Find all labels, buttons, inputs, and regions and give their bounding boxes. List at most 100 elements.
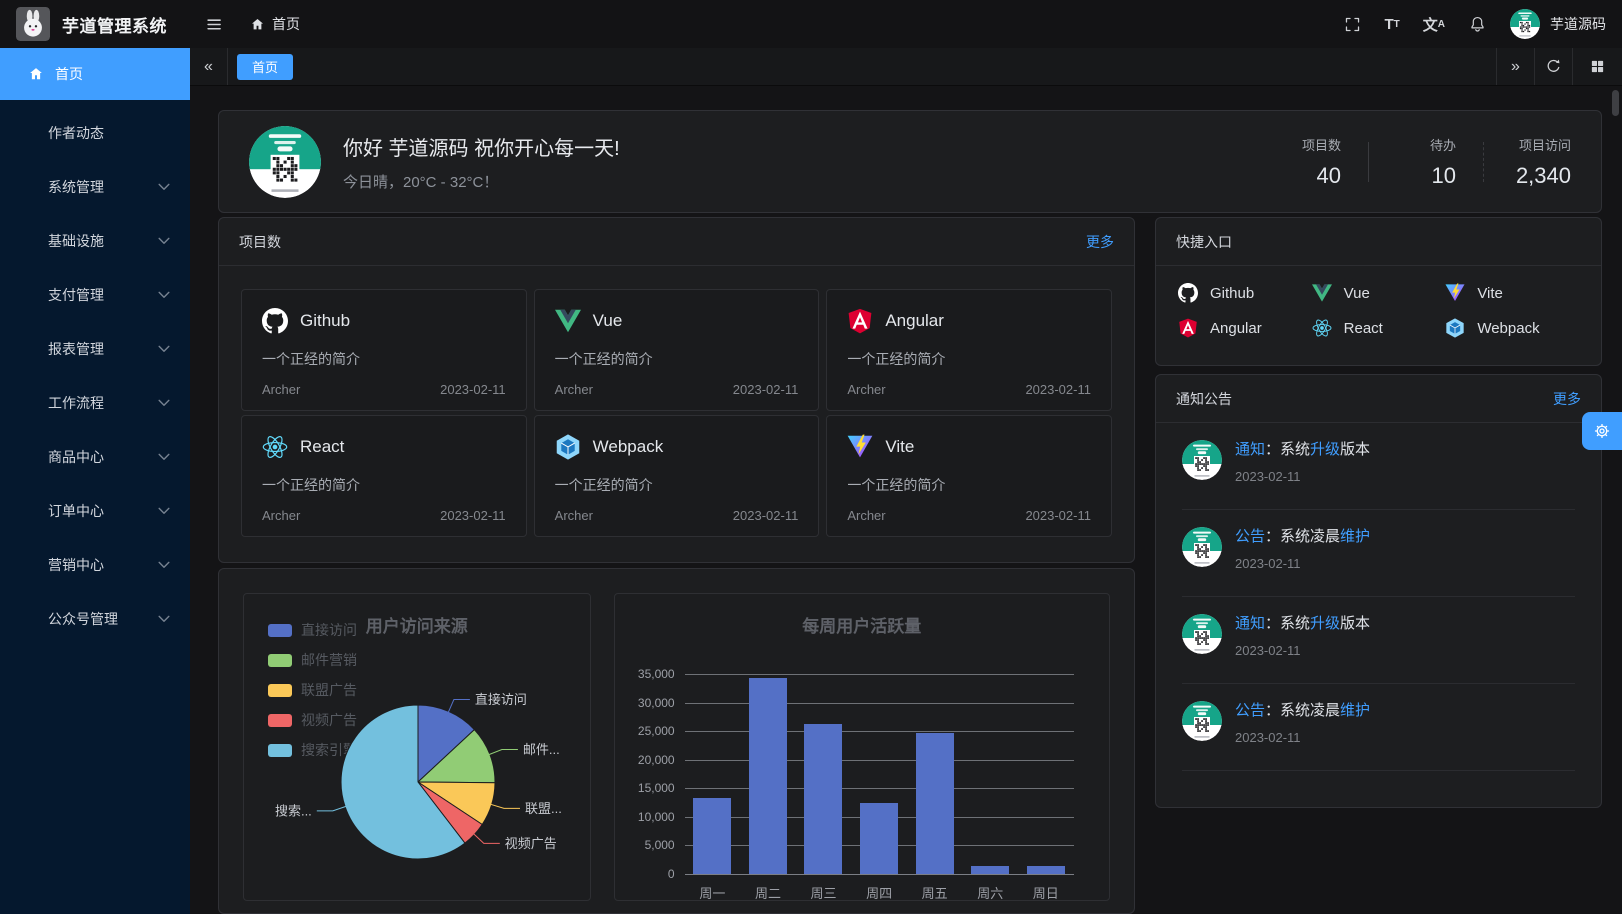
legend-swatch (268, 683, 292, 697)
legend-item[interactable]: 直接访问 (268, 620, 357, 640)
bar-周四 (860, 803, 899, 874)
bar-chart-card: 每周用户活跃量 0 5,000 10,000 15,000 20,000 25,000 30… (613, 593, 1110, 901)
sidebar-item-reports[interactable]: 报表管理 (0, 322, 190, 376)
bar-chart: 0 5,000 10,000 15,000 20,000 25,000 30,000 35,0… (615, 594, 1109, 901)
project-desc: 一个正经的简介 (847, 351, 946, 367)
home-icon[interactable] (250, 17, 265, 32)
stat-value: 40 (1316, 162, 1341, 188)
settings-fab[interactable] (1582, 412, 1622, 450)
project-card-angular[interactable]: Angular 一个正经的简介 Archer 2023-02-11 (826, 289, 1112, 411)
projects-more-link[interactable]: 更多 (1086, 233, 1114, 250)
fullscreen-icon[interactable] (1344, 16, 1361, 33)
tabs-scroll-right-icon[interactable]: » (1496, 48, 1534, 85)
bar-周一 (693, 798, 732, 874)
shortcut-vite[interactable]: Vite (1445, 283, 1579, 303)
project-card-github[interactable]: Github 一个正经的简介 Archer 2023-02-11 (241, 289, 527, 411)
shortcuts-card: 快捷入口 Github Vue Vite Angular React Webpa… (1155, 217, 1602, 366)
user-avatar[interactable] (1510, 9, 1540, 39)
user-name[interactable]: 芋道源码 (1550, 16, 1606, 32)
sidebar-item-label: 基础设施 (48, 233, 104, 249)
legend-swatch (268, 623, 292, 637)
shortcut-label: Vite (1477, 284, 1503, 302)
project-date: 2023-02-11 (440, 508, 506, 523)
greeting-text: 你好 芋道源码 祝你开心每一天! 今日晴，20°C - 32°C！ (343, 132, 620, 192)
sidebar-item-payment[interactable]: 支付管理 (0, 268, 190, 322)
notice-item[interactable]: 公告：系统凌晨维护 2023-02-11 (1182, 510, 1575, 597)
project-date: 2023-02-11 (440, 382, 506, 397)
legend-item[interactable]: 联盟广告 (268, 680, 357, 700)
stat-todos: 待办 10 (1396, 135, 1456, 189)
project-author: Archer (847, 508, 886, 523)
shortcut-github[interactable]: Github (1178, 283, 1312, 303)
notice-qr-avatar (1182, 614, 1222, 654)
x-axis-tick: 周六 (977, 886, 1004, 901)
notice-item[interactable]: 通知：系统升级版本 2023-02-11 (1182, 597, 1575, 684)
projects-card-header: 项目数 更多 (219, 218, 1134, 266)
layout-grid-icon[interactable] (1572, 48, 1622, 85)
scrollbar-thumb[interactable] (1612, 90, 1619, 116)
pie-legend: 直接访问邮件营销联盟广告视频广告搜索引擎 (268, 620, 357, 760)
gridline (684, 674, 1074, 675)
shortcut-webpack[interactable]: Webpack (1445, 318, 1579, 338)
legend-label: 联盟广告 (301, 682, 357, 698)
gridline (684, 788, 1074, 790)
sidebar-item-home[interactable]: 首页 (0, 48, 190, 100)
refresh-icon[interactable] (1534, 48, 1572, 85)
project-date: 2023-02-11 (732, 382, 799, 397)
sidebar-item-label: 支付管理 (48, 287, 104, 303)
webpack-icon (555, 434, 581, 460)
project-desc: 一个正经的简介 (554, 351, 653, 367)
project-card-webpack[interactable]: Webpack 一个正经的简介 Archer 2023-02-11 (533, 415, 820, 537)
project-date: 2023-02-11 (1025, 382, 1091, 397)
project-desc: 一个正经的简介 (554, 477, 653, 493)
sidebar-item-system[interactable]: 系统管理 (0, 160, 190, 214)
divider (1483, 141, 1484, 182)
notice-item[interactable]: 公告：系统凌晨维护 2023-02-11 (1182, 684, 1575, 771)
legend-item[interactable]: 视频广告 (268, 710, 357, 730)
sidebar-item-workflow[interactable]: 工作流程 (0, 376, 190, 430)
chevron-down-icon (158, 453, 170, 461)
menu-fold-icon[interactable] (205, 15, 224, 34)
project-card-vite[interactable]: Vite 一个正经的简介 Archer 2023-02-11 (826, 415, 1112, 537)
svg-text:搜索...: 搜索... (275, 803, 312, 818)
notice-item[interactable]: 通知：系统升级版本 2023-02-11 (1182, 423, 1575, 510)
notice-date: 2023-02-11 (1235, 643, 1301, 658)
sidebar-item-author-news[interactable]: 作者动态 (0, 106, 190, 160)
sidebar-item-wechat-mp[interactable]: 公众号管理 (0, 592, 190, 646)
project-name: Vite (885, 437, 915, 456)
shortcut-react[interactable]: React (1312, 318, 1446, 338)
notice-list: 通知：系统升级版本 2023-02-11 公告：系统凌晨维护 2023-02-1… (1156, 423, 1601, 771)
notice-qr-avatar (1182, 701, 1222, 741)
project-author: Archer (554, 382, 593, 397)
y-axis-tick: 20,000 (637, 752, 675, 767)
projects-card: 项目数 更多 Github 一个正经的简介 Archer 2023-02-11 V… (218, 217, 1135, 563)
bell-icon[interactable] (1468, 15, 1487, 34)
sidebar-item-marketing-center[interactable]: 营销中心 (0, 538, 190, 592)
project-card-react[interactable]: React 一个正经的简介 Archer 2023-02-11 (241, 415, 527, 537)
x-axis-line (684, 874, 1074, 875)
gear-icon (1593, 422, 1611, 440)
x-axis-tick: 周四 (866, 886, 893, 901)
sidebar-item-infrastructure[interactable]: 基础设施 (0, 214, 190, 268)
project-card-vue[interactable]: Vue 一个正经的简介 Archer 2023-02-11 (533, 289, 820, 411)
tabs-scroll-left-icon[interactable]: « (190, 48, 228, 85)
legend-item[interactable]: 搜索引擎 (268, 740, 357, 760)
notice-date: 2023-02-11 (1235, 730, 1301, 745)
notice-title: 通知：系统升级版本 (1235, 441, 1371, 458)
bar-周日 (1026, 866, 1065, 874)
chevron-down-icon (158, 507, 170, 515)
sidebar-item-label: 订单中心 (48, 503, 104, 519)
sidebar-item-product-center[interactable]: 商品中心 (0, 430, 190, 484)
shortcut-vue[interactable]: Vue (1311, 283, 1446, 303)
tab-home[interactable]: 首页 (237, 53, 294, 80)
legend-item[interactable]: 邮件营销 (268, 650, 357, 670)
sidebar-item-order-center[interactable]: 订单中心 (0, 484, 190, 538)
notice-qr-avatar (1182, 440, 1222, 480)
breadcrumb-item-home[interactable]: 首页 (272, 16, 300, 32)
shortcut-angular[interactable]: Angular (1178, 318, 1312, 338)
y-axis-tick: 35,000 (637, 667, 675, 681)
notices-more-link[interactable]: 更多 (1553, 390, 1581, 407)
